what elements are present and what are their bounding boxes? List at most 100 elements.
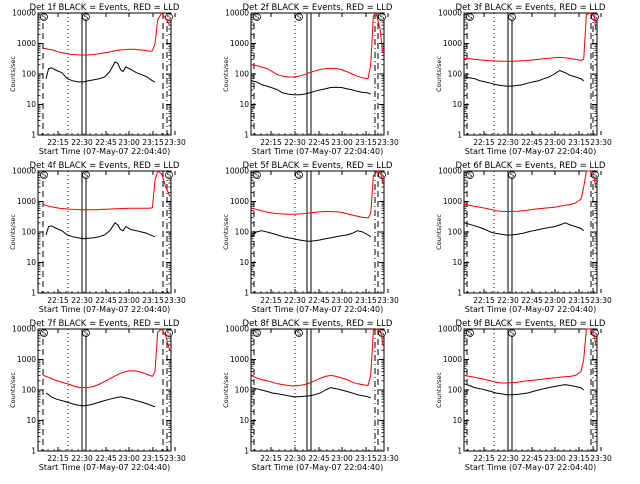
s-marker-label: S <box>297 14 302 22</box>
y-tick-label: 1000 <box>230 355 249 364</box>
s-marker-label: S <box>510 330 515 338</box>
x-axis-label: Start Time (07-May-07 22:04:40) <box>465 463 596 472</box>
y-axis-label: Counts/sec <box>9 214 17 250</box>
y-axis-label: Counts/sec <box>435 372 443 408</box>
x-tick-label: 22:15 <box>473 296 495 305</box>
x-axis-label: Start Time (07-May-07 22:04:40) <box>252 305 383 314</box>
x-tick-label: 22:30 <box>497 454 519 463</box>
plot-frame <box>250 170 385 294</box>
events-series-line <box>463 222 585 236</box>
plot-frame <box>250 12 385 136</box>
s-marker-label: S <box>255 172 260 180</box>
y-tick-label: 1000 <box>443 39 462 48</box>
s-marker <box>165 13 173 21</box>
lld-series-line <box>43 12 171 56</box>
events-series-line <box>250 387 371 399</box>
lld-series-line <box>463 328 597 384</box>
plot-frame <box>463 170 598 294</box>
y-tick-label: 100 <box>22 386 37 395</box>
s-marker-label: S <box>380 14 385 22</box>
x-tick-label: 22:15 <box>260 454 282 463</box>
x-tick-label: 23:00 <box>331 138 353 147</box>
y-axis-label: Counts/sec <box>222 214 230 250</box>
s-marker-label: S <box>510 14 515 22</box>
events-series-line <box>250 230 371 242</box>
x-tick-label: 23:30 <box>164 296 186 305</box>
s-marker-label: S <box>468 330 473 338</box>
x-tick-label: 23:30 <box>377 296 399 305</box>
y-tick-label: 10 <box>239 416 249 425</box>
lld-series-line <box>463 170 597 212</box>
x-tick-label: 22:45 <box>308 454 330 463</box>
y-tick-label: 100 <box>235 70 250 79</box>
s-marker <box>40 329 48 337</box>
y-tick-label: 100 <box>448 70 463 79</box>
x-tick-label: 23:00 <box>544 296 566 305</box>
y-tick-label: 100 <box>448 228 463 237</box>
panel-3: Det 3f BLACK = Events, RED = LLD 1 10 100 10… <box>435 3 612 156</box>
y-tick-label: 1 <box>31 447 36 456</box>
y-tick-label: 1000 <box>17 355 36 364</box>
y-tick-label: 1000 <box>17 197 36 206</box>
x-tick-label: 22:45 <box>308 138 330 147</box>
y-tick-label: 10 <box>239 100 249 109</box>
panel-title: Det 7f BLACK = Events, RED = LLD <box>30 319 180 329</box>
s-marker-label: S <box>593 330 598 338</box>
events-series-line <box>45 222 156 240</box>
s-marker <box>82 13 90 21</box>
plot-frame <box>37 170 172 294</box>
x-tick-label: 22:30 <box>71 296 93 305</box>
x-axis-label: Start Time (07-May-07 22:04:40) <box>252 463 383 472</box>
y-tick-label: 1000 <box>443 355 462 364</box>
x-axis-label: Start Time (07-May-07 22:04:40) <box>465 305 596 314</box>
y-tick-label: 1000 <box>443 197 462 206</box>
x-tick-label: 23:30 <box>164 138 186 147</box>
x-tick-label: 22:15 <box>260 138 282 147</box>
panel-5: Det 5f BLACK = Events, RED = LLD 1 10 100 10… <box>222 161 399 314</box>
y-tick-label: 10 <box>26 258 36 267</box>
lld-series-line <box>43 170 171 211</box>
s-marker <box>378 13 386 21</box>
y-tick-label: 10 <box>26 100 36 109</box>
x-tick-label: 22:45 <box>308 296 330 305</box>
s-marker <box>165 171 173 179</box>
x-tick-label: 22:30 <box>497 296 519 305</box>
panel-title: Det 6f BLACK = Events, RED = LLD <box>456 161 606 171</box>
s-marker-label: S <box>255 330 260 338</box>
s-marker-label: S <box>380 330 385 338</box>
y-tick-label: 100 <box>22 228 37 237</box>
panel-title: Det 9f BLACK = Events, RED = LLD <box>456 319 606 329</box>
y-tick-label: 10 <box>452 416 462 425</box>
y-tick-label: 10000 <box>438 325 462 334</box>
x-axis-label: Start Time (07-May-07 22:04:40) <box>465 147 596 156</box>
x-tick-label: 23:00 <box>118 138 140 147</box>
s-marker-label: S <box>297 172 302 180</box>
panel-title: Det 3f BLACK = Events, RED = LLD <box>456 3 606 13</box>
s-marker-label: S <box>167 14 172 22</box>
s-marker <box>253 329 261 337</box>
y-tick-label: 1000 <box>230 197 249 206</box>
x-tick-label: 23:30 <box>164 454 186 463</box>
y-tick-label: 1 <box>457 131 462 140</box>
x-tick-label: 23:00 <box>544 454 566 463</box>
s-marker <box>466 13 474 21</box>
x-tick-label: 23:15 <box>568 454 590 463</box>
x-tick-label: 23:30 <box>590 138 612 147</box>
s-marker-label: S <box>255 14 260 22</box>
x-tick-label: 23:00 <box>118 454 140 463</box>
y-axis-label: Counts/sec <box>222 372 230 408</box>
s-marker <box>295 13 303 21</box>
s-marker-label: S <box>380 172 385 180</box>
panel-2: Det 2f BLACK = Events, RED = LLD 1 10 100 10… <box>222 3 399 156</box>
s-marker <box>508 171 516 179</box>
y-tick-label: 10 <box>452 258 462 267</box>
s-marker-label: S <box>84 172 89 180</box>
events-series-line <box>463 383 585 396</box>
x-tick-label: 23:15 <box>142 296 164 305</box>
y-tick-label: 10000 <box>225 167 249 176</box>
y-tick-label: 100 <box>448 386 463 395</box>
panel-6: Det 6f BLACK = Events, RED = LLD 1 10 100 10… <box>435 161 612 314</box>
s-marker <box>165 329 173 337</box>
panel-7: Det 7f BLACK = Events, RED = LLD 1 10 100 10… <box>9 319 186 472</box>
y-tick-label: 10000 <box>12 9 36 18</box>
